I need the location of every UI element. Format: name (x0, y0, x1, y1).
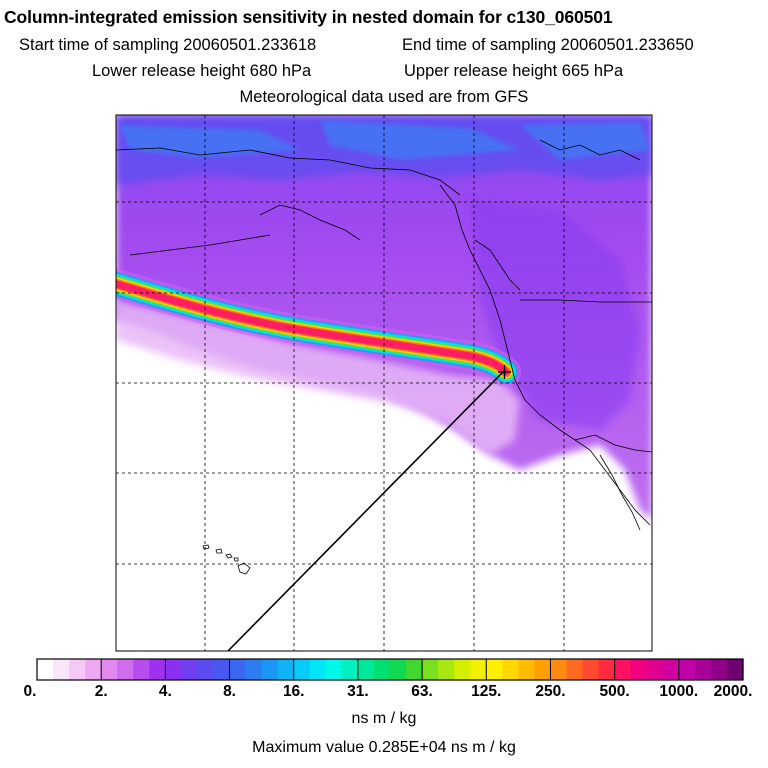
colorbar-cell (614, 659, 632, 680)
colorbar-cell (197, 659, 215, 680)
colorbar-cell (662, 659, 680, 680)
colorbar-tick-lines (100, 659, 680, 680)
maximum-value-label: Maximum value 0.285E+04 ns m / kg (252, 739, 516, 756)
colorbar-cell (117, 659, 134, 680)
colorbar-cell (646, 659, 664, 680)
colorbar-cell (373, 659, 391, 680)
colorbar-cell (534, 659, 552, 680)
colorbar-cell (213, 659, 231, 680)
colorbar-cell (37, 659, 54, 680)
colorbar-tick-label: 8. (223, 683, 236, 700)
colorbar-tick-label: 63. (411, 683, 433, 700)
colorbar-tick-label: 0. (23, 683, 37, 700)
colorbar-cell (341, 659, 359, 680)
colorbar-cells (37, 659, 744, 680)
coastlines (116, 139, 652, 531)
colorbar-cell (277, 659, 295, 680)
colorbar-cell (245, 659, 263, 680)
map-frame (115, 114, 653, 652)
colorbar-tick-label: 2. (94, 683, 108, 700)
high-latitude-streaks (120, 120, 650, 160)
colorbar-cell (309, 659, 327, 680)
colorbar-tick-label: 1000. (659, 683, 699, 700)
colorbar-cell (566, 659, 584, 680)
colorbar-cell (325, 659, 343, 680)
colorbar-cell (101, 659, 118, 680)
release-point-cross-icon (498, 365, 511, 379)
start-time-label: Start time of sampling 20060501.233618 (19, 36, 317, 54)
colorbar-cell (293, 659, 311, 680)
map-title: Column-integrated emission sensitivity i… (4, 7, 613, 27)
lat-lon-grid (116, 115, 652, 651)
colorbar-tick-label: 125. (471, 683, 502, 700)
colorbar-cell (422, 659, 439, 680)
colorbar-tick-label: 31. (347, 683, 369, 700)
colorbar-cell (630, 659, 648, 680)
colorbar-cell (710, 659, 728, 680)
colorbar-cell (261, 659, 279, 680)
hawaiian-islands (202, 544, 251, 575)
colorbar-cell (678, 659, 696, 680)
colorbar-tick-label: 250. (535, 683, 566, 700)
colorbar-cell (406, 659, 423, 680)
colorbar-tick-label: 500. (599, 683, 630, 700)
colorbar-cell (181, 659, 199, 680)
colorbar-cell (486, 659, 503, 680)
end-time-label: End time of sampling 20060501.233650 (402, 36, 694, 54)
colorbar-cell (165, 659, 183, 680)
colorbar-cell (470, 659, 487, 680)
colorbar-cell (502, 659, 519, 680)
colorbar-cell (149, 659, 166, 680)
colorbar-frame (36, 658, 744, 681)
colorbar-cell (357, 659, 375, 680)
colorbar-cell (454, 659, 471, 680)
colorbar-cell (550, 659, 568, 680)
lower-release-height-label: Lower release height 680 hPa (92, 62, 312, 80)
colorbar-cell (69, 659, 86, 680)
upper-release-height-label: Upper release height 665 hPa (404, 62, 624, 80)
colorbar-cell (229, 659, 247, 680)
colorbar-cell (85, 659, 102, 680)
colorbar-cell (53, 659, 70, 680)
map-field (116, 115, 652, 651)
colorbar-tick-label: 16. (282, 683, 305, 700)
colorbar-tick-label: 4. (158, 683, 172, 700)
colorbar-cell (518, 659, 536, 680)
flight-track-line (227, 370, 505, 651)
colorbar-cell (726, 659, 744, 680)
colorbar-tick-label: 2000. (713, 683, 753, 700)
meteorological-data-label: Meteorological data used are from GFS (239, 88, 529, 106)
colorbar-cell (133, 659, 150, 680)
colorbar-cell (694, 659, 712, 680)
colorbar-cell (438, 659, 455, 680)
low-sensitivity-haze (116, 300, 520, 455)
colorbar-cell (598, 659, 616, 680)
colorbar-cell (582, 659, 600, 680)
colorbar-cell (390, 659, 407, 680)
colorbar-units-label: ns m / kg (351, 710, 417, 727)
emission-plume (116, 268, 521, 387)
